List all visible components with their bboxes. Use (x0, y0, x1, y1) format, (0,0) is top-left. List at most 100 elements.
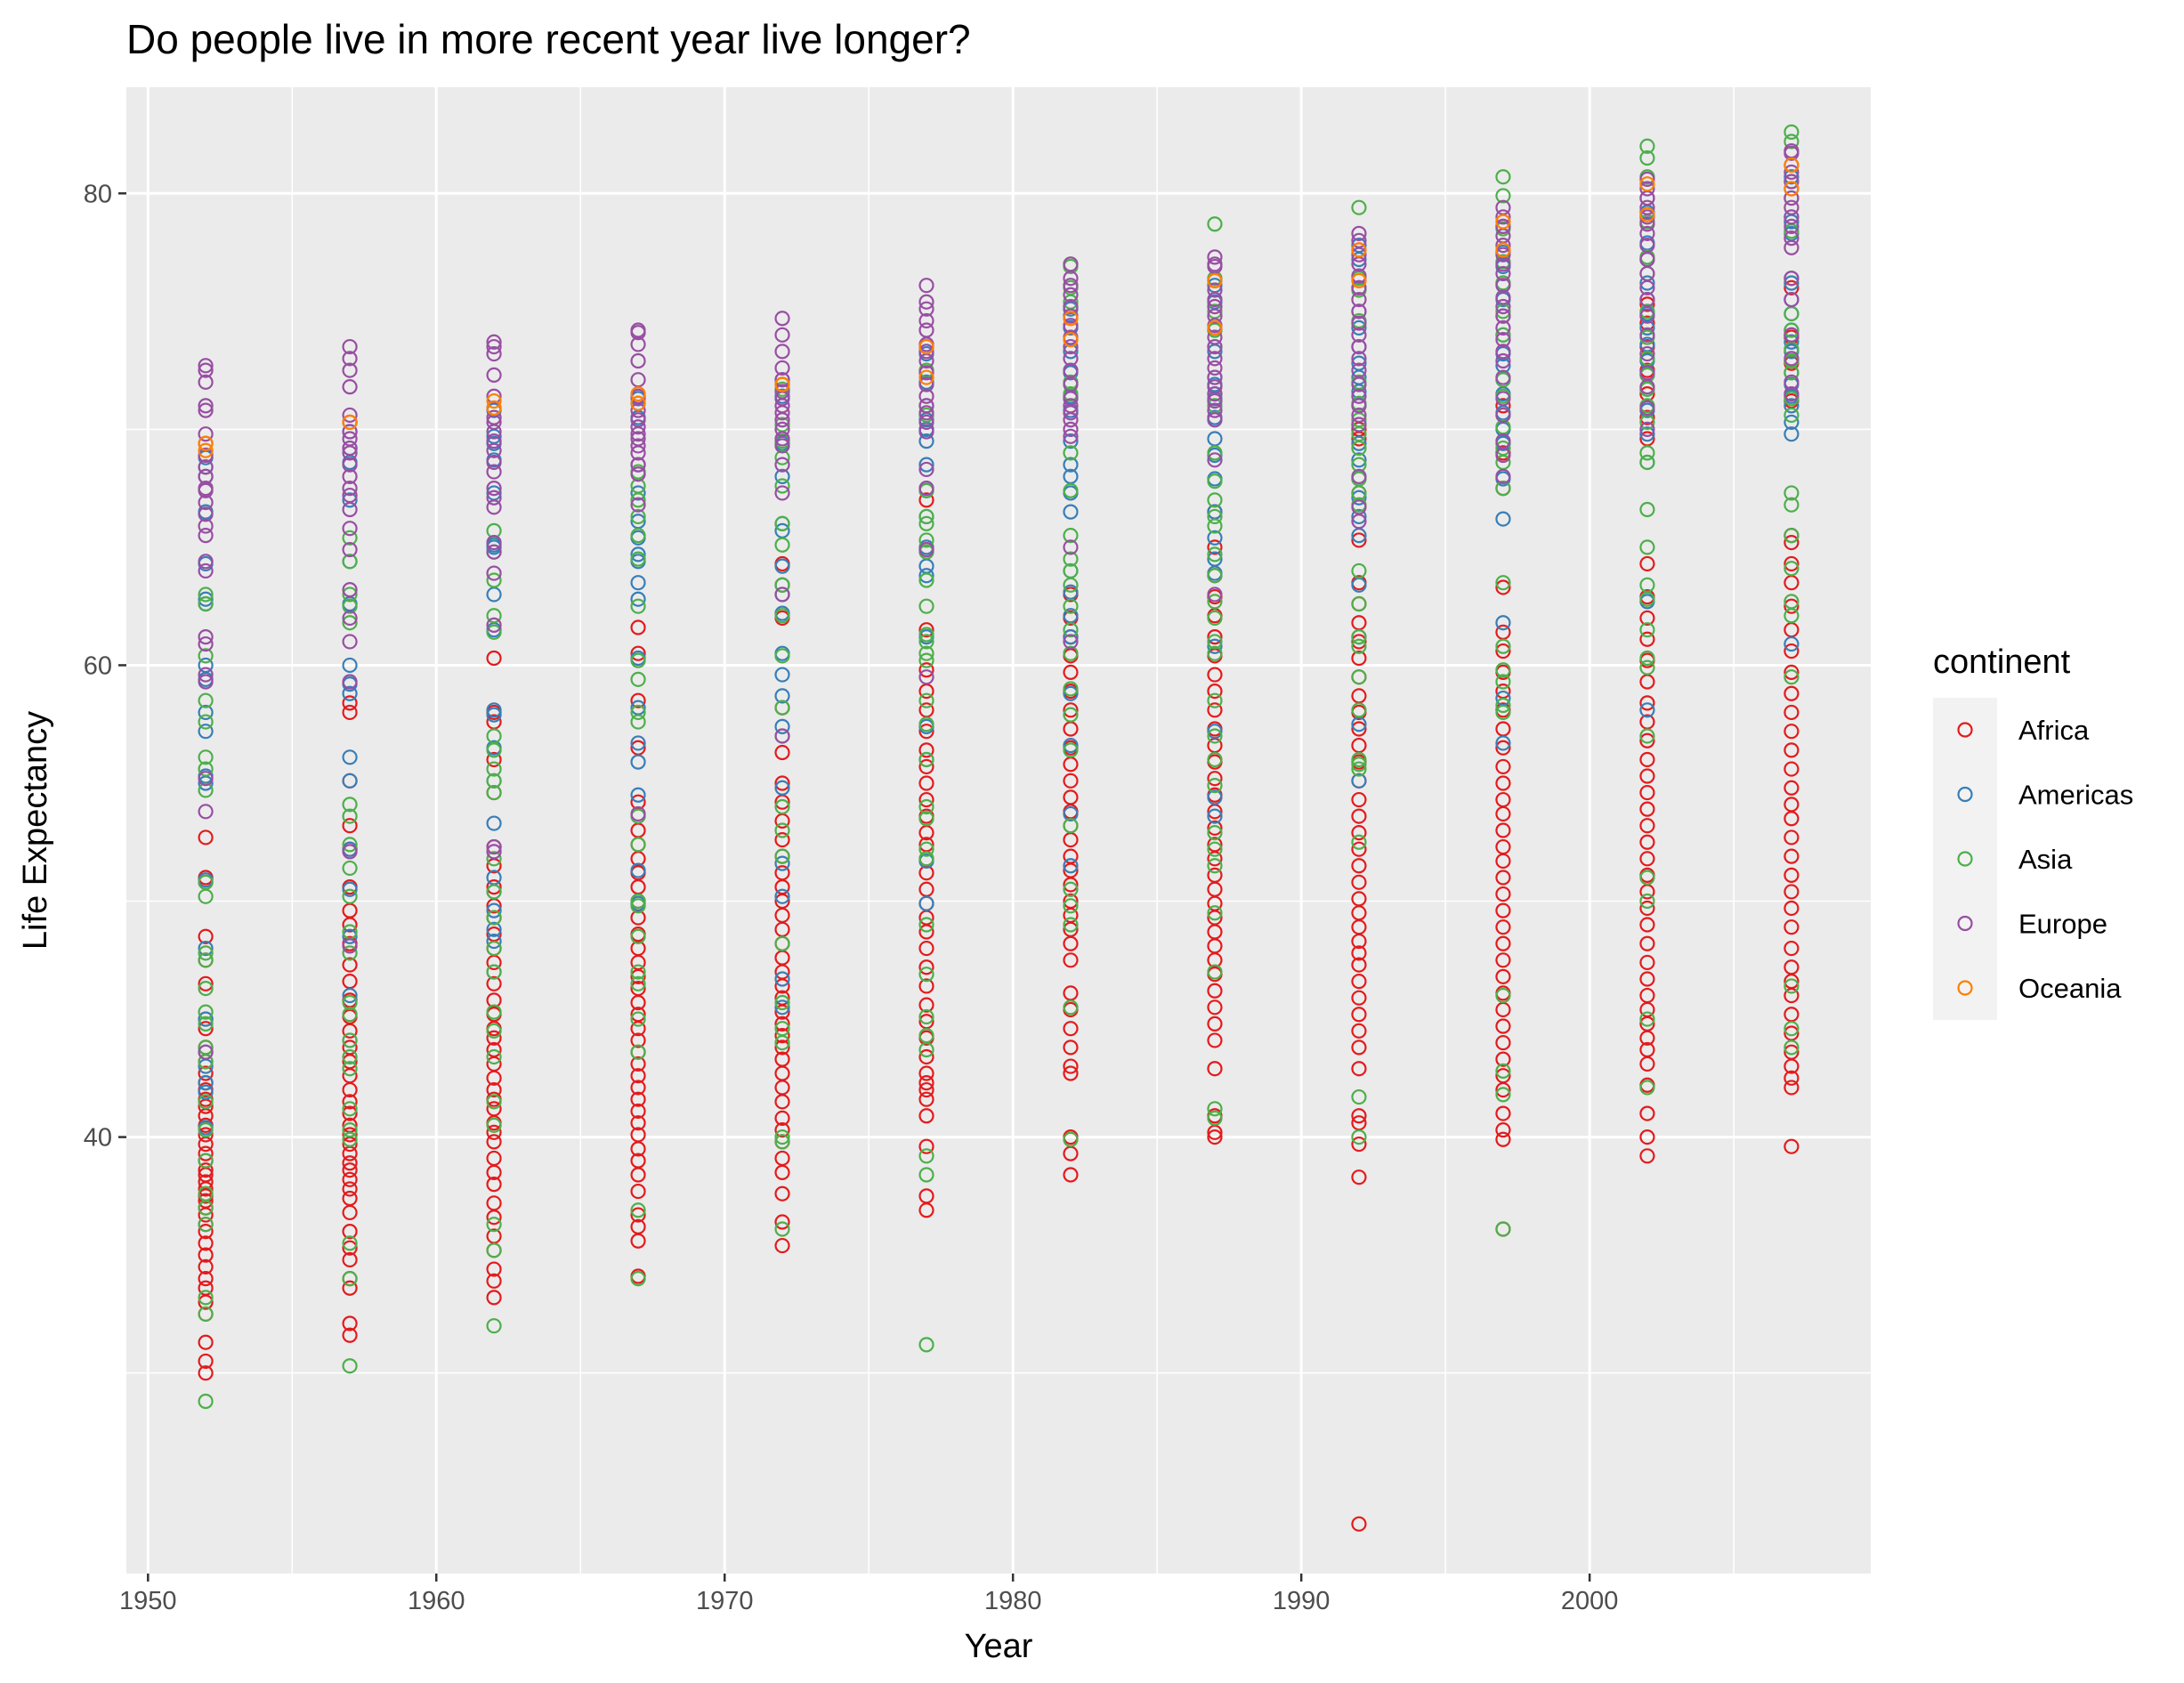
data-point (630, 1007, 646, 1023)
data-point (486, 481, 502, 497)
data-point (1351, 272, 1367, 288)
data-point (486, 565, 502, 581)
data-point (486, 1318, 502, 1334)
data-point (342, 1251, 358, 1268)
data-point (1207, 692, 1223, 708)
data-point (630, 1183, 646, 1200)
data-point (342, 634, 358, 650)
data-point (198, 761, 214, 777)
data-point (1207, 1101, 1223, 1117)
data-point (198, 362, 214, 378)
data-point (918, 568, 934, 584)
data-point (1351, 468, 1367, 484)
data-point (1351, 388, 1367, 404)
data-point (1495, 870, 1511, 886)
data-point (342, 431, 358, 447)
data-point (1207, 308, 1223, 324)
data-point (198, 1040, 214, 1056)
data-point (486, 884, 502, 900)
data-point (1063, 737, 1079, 754)
data-point (1207, 272, 1223, 288)
data-point (918, 751, 934, 768)
data-point (774, 780, 790, 796)
data-point (1495, 247, 1511, 263)
data-point (1784, 884, 1800, 900)
data-point (342, 338, 358, 355)
data-point (918, 388, 934, 404)
data-point (918, 1108, 934, 1124)
data-point (342, 994, 358, 1011)
data-point (1495, 791, 1511, 808)
data-point (630, 1218, 646, 1234)
data-point (486, 784, 502, 801)
legend-key-africa (1957, 722, 1973, 738)
data-point (1063, 528, 1079, 544)
data-point (198, 554, 214, 570)
data-point (1351, 721, 1367, 737)
data-point (1207, 360, 1223, 376)
data-point (1639, 659, 1655, 676)
data-point (342, 1032, 358, 1048)
data-point (1063, 702, 1079, 718)
data-point (1207, 1129, 1223, 1145)
data-point (1063, 562, 1079, 579)
data-point (1495, 1018, 1511, 1034)
data-point (1784, 199, 1800, 215)
data-point (1639, 751, 1655, 768)
data-point (342, 487, 358, 504)
data-point (1639, 732, 1655, 748)
data-point (342, 468, 358, 484)
data-point (1063, 311, 1079, 327)
data-point (1207, 369, 1223, 385)
data-point (630, 1103, 646, 1120)
data-point (342, 1235, 358, 1251)
data-point (1207, 999, 1223, 1015)
data-point (918, 433, 934, 449)
data-point (1063, 1021, 1079, 1037)
data-point (774, 360, 790, 376)
data-point (1063, 952, 1079, 968)
data-point (630, 466, 646, 482)
data-point (1351, 1129, 1367, 1145)
data-point (1207, 858, 1223, 874)
data-point (1063, 645, 1079, 661)
data-point (1495, 1087, 1511, 1103)
data-point (198, 1153, 214, 1169)
data-point (630, 508, 646, 525)
data-point (486, 1134, 502, 1150)
data-point (1351, 638, 1367, 654)
data-point (1351, 1088, 1367, 1105)
data-point (1639, 784, 1655, 801)
data-point (342, 881, 358, 897)
data-point (342, 1162, 358, 1178)
data-point (342, 685, 358, 701)
y-axis: 40 60 80 (84, 180, 126, 1153)
data-point (342, 407, 358, 424)
data-point (342, 657, 358, 674)
data-point (774, 1221, 790, 1237)
data-point (918, 369, 934, 385)
data-point (1639, 400, 1655, 417)
data-point (1784, 164, 1800, 181)
data-point (1207, 789, 1223, 805)
data-point (1784, 209, 1800, 225)
data-point (198, 595, 214, 612)
data-point (630, 598, 646, 614)
data-point (1495, 838, 1511, 855)
data-point (1207, 338, 1223, 355)
data-point (1784, 724, 1800, 740)
data-point (918, 1148, 934, 1164)
data-point (486, 608, 502, 624)
data-point (1207, 249, 1223, 265)
data-point (1351, 629, 1367, 645)
data-point (1207, 702, 1223, 718)
data-point (774, 744, 790, 761)
data-point (774, 822, 790, 838)
data-point (1207, 386, 1223, 402)
data-point (1207, 1015, 1223, 1032)
data-point (1495, 758, 1511, 775)
data-point (1495, 242, 1511, 258)
data-point (630, 485, 646, 501)
data-point (1351, 490, 1367, 506)
x-tick-label: 1970 (696, 1587, 754, 1615)
